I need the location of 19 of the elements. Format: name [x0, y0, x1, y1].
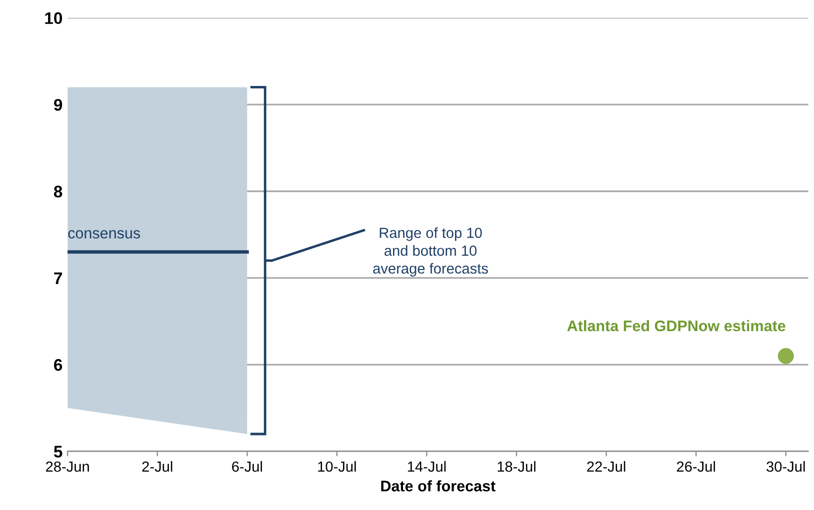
y-tick-label: 6 — [54, 359, 62, 371]
x-tick-label: 2-Jul — [142, 461, 172, 472]
x-tick-label: 14-Jul — [408, 461, 446, 472]
y-tick-label: 8 — [54, 186, 62, 198]
x-tick-label: 22-Jul — [587, 461, 626, 472]
x-tick-label: 10-Jul — [318, 461, 356, 472]
series-label: Atlanta Fed GDPNow estimate — [567, 320, 786, 332]
y-tick-label: 9 — [54, 98, 62, 111]
y-tick-label: 5 — [54, 446, 62, 458]
x-tick-label: 30-Jul — [766, 461, 805, 472]
x-axis-title: Date of forecast — [381, 480, 496, 492]
y-tick-label: 10 — [45, 12, 62, 24]
series-label: consensus — [68, 230, 140, 239]
y-tick-label: 7 — [54, 272, 62, 284]
x-tick-label: 26-Jul — [676, 461, 715, 472]
x-tick-label: 28-Jun — [46, 461, 89, 472]
x-tick-label: 18-Jul — [498, 461, 536, 472]
annotation: Range of top 10 and bottom 10 average forecasts — [373, 227, 488, 277]
x-tick-label: 6-Jul — [232, 461, 262, 472]
